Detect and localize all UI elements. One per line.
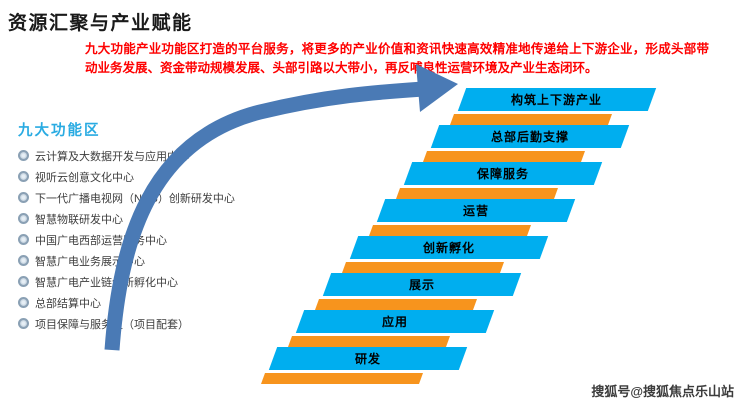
function-list-item: 下一代广播电视网（NGB）创新研发中心 <box>18 187 235 208</box>
bullet-icon <box>18 318 29 329</box>
stair-step: 研发 <box>260 347 468 384</box>
function-list-item-label: 智慧广电业务展示中心 <box>35 255 145 268</box>
stair-step: 创新孵化 <box>341 236 549 273</box>
stair-step: 展示 <box>314 273 522 310</box>
stair-step-label: 创新孵化 <box>422 241 475 255</box>
function-list-item: 项目保障与服务区（项目配套） <box>18 313 235 334</box>
description-text: 九大功能产业功能区打造的平台服务，将更多的产业价值和资讯快速高效精准地传递给上下… <box>85 42 709 76</box>
stair-step-label: 应用 <box>381 315 408 329</box>
page-title: 资源汇聚与产业赋能 <box>8 13 193 34</box>
function-list-item: 中国广电西部运营服务中心 <box>18 229 235 250</box>
stair-step: 运营 <box>368 199 576 236</box>
stair-step: 总部后勤支撑 <box>422 125 630 162</box>
stair-step-bar <box>287 336 451 347</box>
function-list-item: 云计算及大数据开发与应用中心 <box>18 145 235 166</box>
bullet-icon <box>18 213 29 224</box>
function-list-item: 智慧物联研发中心 <box>18 208 235 229</box>
watermark-text: 搜狐号@搜狐焦点乐山站 <box>591 384 734 399</box>
stair-step-bar <box>314 299 478 310</box>
stair-step: 保障服务 <box>395 162 603 199</box>
function-list-item: 智慧广电业务展示中心 <box>18 250 235 271</box>
stair-step-label: 运营 <box>462 204 489 218</box>
stair-step-label: 研发 <box>354 352 381 366</box>
stair-step-bar <box>395 188 559 199</box>
function-list-item-label: 中国广电西部运营服务中心 <box>35 234 167 247</box>
bullet-icon <box>18 297 29 308</box>
stair-step-label: 展示 <box>408 278 435 292</box>
stair-step: 应用 <box>287 310 495 347</box>
bullet-icon <box>18 255 29 266</box>
function-list-item-label: 云计算及大数据开发与应用中心 <box>35 150 189 163</box>
stair-step-bar <box>341 262 505 273</box>
function-list-item-label: 总部结算中心 <box>35 297 101 310</box>
function-list-item: 智慧广电产业链创新孵化中心 <box>18 271 235 292</box>
function-list-item-label: 项目保障与服务区（项目配套） <box>35 318 189 331</box>
stair-step-bar <box>368 225 532 236</box>
bullet-icon <box>18 171 29 182</box>
function-list: 云计算及大数据开发与应用中心 视听云创意文化中心 下一代广播电视网（NGB）创新… <box>18 145 235 334</box>
function-list-item: 视听云创意文化中心 <box>18 166 235 187</box>
function-list-item-label: 智慧广电产业链创新孵化中心 <box>35 276 178 289</box>
bullet-icon <box>18 234 29 245</box>
stair-step: 构筑上下游产业 <box>449 88 657 125</box>
function-list-item: 总部结算中心 <box>18 292 235 313</box>
stair-step-label: 构筑上下游产业 <box>511 93 603 107</box>
bullet-icon <box>18 150 29 161</box>
stair-step-bar <box>260 373 424 384</box>
stair-step-bar <box>449 114 613 125</box>
stair-step-label: 总部后勤支撑 <box>490 130 569 144</box>
bullet-icon <box>18 276 29 287</box>
function-list-item-label: 下一代广播电视网（NGB）创新研发中心 <box>35 192 235 205</box>
stair-step-label: 保障服务 <box>476 167 529 181</box>
stair-step-bar <box>422 151 586 162</box>
sidebar-heading: 九大功能区 <box>18 123 101 139</box>
function-list-item-label: 智慧物联研发中心 <box>35 213 123 226</box>
bullet-icon <box>18 192 29 203</box>
function-list-item-label: 视听云创意文化中心 <box>35 171 134 184</box>
